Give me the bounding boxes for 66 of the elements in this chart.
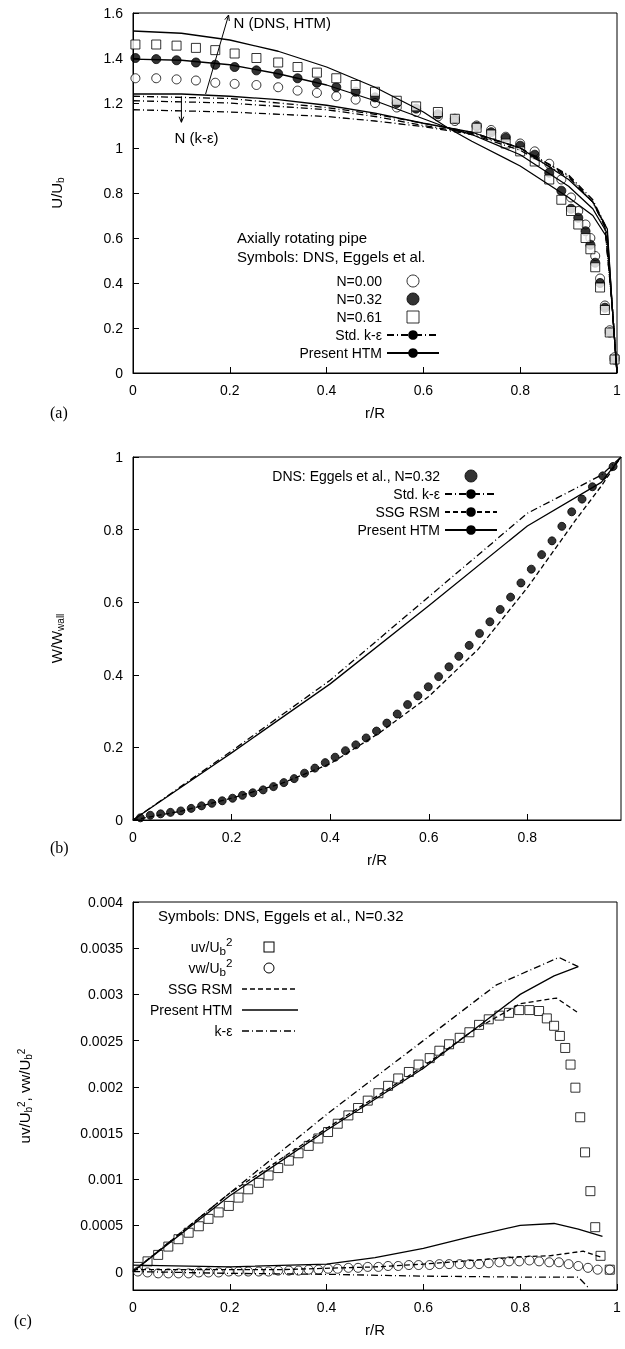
y-tick-label: 0 [115, 812, 124, 828]
x-tick-label: 0.2 [221, 829, 242, 845]
y-tick-label: 0.2 [103, 739, 124, 756]
legend-label: N=0.32 [336, 291, 383, 307]
x-tick-label: 0.2 [220, 1299, 240, 1315]
y-tick-label: 1.6 [103, 5, 124, 21]
text: (b) [50, 839, 69, 857]
y-axis-title: uv/Ub2, vw/Ub2 [15, 1048, 34, 1144]
y-tick-label: 0.003 [87, 986, 124, 1003]
y-tick-label: 0.4 [103, 275, 124, 291]
legend-label: k-ε [214, 1022, 233, 1039]
x-tick-label: 0 [129, 829, 138, 845]
x-tick-label: 0.6 [419, 829, 439, 845]
legend-label: Present HTM [357, 522, 440, 538]
legend-label: DNS: Eggels et al., N=0.32 [272, 468, 441, 484]
annotation: N (k-ε) [174, 129, 219, 147]
y-tick-label: 1.4 [103, 50, 124, 66]
x-tick-label: 0.6 [413, 382, 434, 398]
y-tick-label: 0.0005 [80, 1217, 124, 1234]
y-tick-label: 0.6 [103, 230, 124, 246]
y-tick-label: 0.2 [103, 320, 124, 336]
y-tick-label: 0.002 [87, 1078, 124, 1095]
x-tick-label: 0.4 [316, 1299, 337, 1315]
x-tick-label: 0.4 [320, 829, 341, 845]
legend-label: Std. k-ε [393, 486, 440, 502]
y-tick-label: 1 [115, 449, 124, 465]
y-tick-label: 0.8 [103, 185, 124, 201]
x-tick-label: 1 [613, 382, 622, 398]
y-tick-label: 1 [115, 140, 124, 156]
x-tick-label: 0.8 [517, 829, 538, 845]
y-tick-label: 1.2 [103, 95, 124, 111]
legend-label: N=0.61 [336, 309, 383, 325]
x-axis-title: r/R [367, 851, 388, 868]
x-tick-label: 0.2 [220, 382, 240, 398]
text: (a) [50, 404, 68, 422]
legend-label: SSG RSM [375, 504, 440, 520]
x-tick-label: 0.8 [510, 382, 531, 398]
x-axis-title: r/R [365, 404, 386, 421]
x-tick-label: 0.8 [510, 1299, 531, 1315]
y-tick-label: 0 [115, 1263, 124, 1280]
legend-label: N=0.00 [336, 273, 383, 289]
text: (c) [14, 1312, 32, 1330]
y-tick-label: 0.004 [87, 894, 124, 910]
legend-title: Axially rotating pipe Symbols: DNS, Eggels et al. [237, 229, 426, 265]
y-tick-label: 0.4 [103, 666, 124, 683]
legend-label: Present HTM [299, 345, 382, 361]
legend-label: Present HTM [150, 1001, 233, 1018]
y-tick-label: 0.8 [103, 521, 124, 538]
x-tick-label: 1 [613, 1299, 622, 1315]
y-tick-label: 0 [115, 365, 124, 381]
y-tick-label: 0.6 [103, 594, 124, 611]
y-tick-label: 0.0035 [80, 940, 124, 957]
x-tick-label: 0.4 [316, 382, 337, 398]
legend-label: Std. k-ε [335, 327, 382, 343]
x-tick-label: 0 [129, 1299, 138, 1315]
legend-title: Symbols: DNS, Eggels et al., N=0.32 [158, 907, 404, 924]
x-tick-label: 0 [129, 382, 138, 398]
x-tick-label: 0.6 [413, 1299, 434, 1315]
y-tick-label: 0.0025 [80, 1032, 124, 1049]
y-axis-title: U/Ub [48, 176, 66, 209]
legend-label: SSG RSM [167, 980, 233, 997]
annotation: N (DNS, HTM) [233, 14, 332, 31]
x-axis-title: r/R [365, 1321, 386, 1338]
y-tick-label: 0.0015 [80, 1124, 124, 1141]
y-axis-title: W/Wwall [48, 613, 66, 664]
y-tick-label: 0.001 [87, 1171, 124, 1188]
